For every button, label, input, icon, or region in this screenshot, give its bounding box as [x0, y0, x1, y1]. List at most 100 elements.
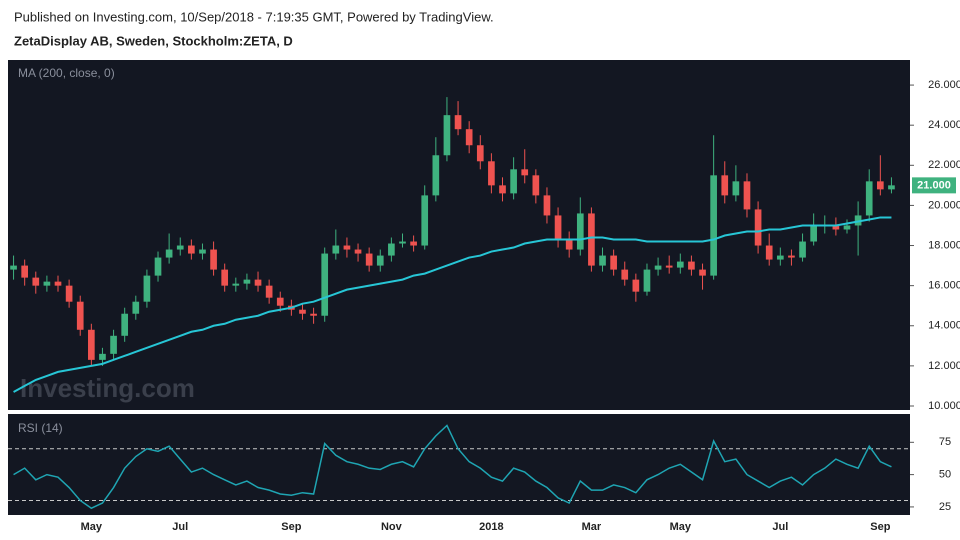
candle-body	[176, 245, 184, 250]
candle-body	[388, 243, 395, 256]
candle-body	[510, 169, 517, 194]
y-tick-label: 26.000	[928, 79, 960, 91]
candle-body	[121, 313, 129, 336]
candle-body	[310, 313, 317, 316]
last-price-label: 21.000	[917, 179, 951, 191]
y-tick-label: 18.000	[928, 239, 960, 251]
watermark: Investing.com	[20, 373, 195, 403]
candle-body	[188, 245, 195, 254]
candle-body	[243, 279, 251, 284]
candle-body	[221, 269, 229, 286]
candle-body	[110, 335, 117, 354]
candle-body	[599, 255, 606, 266]
candle-body	[588, 213, 595, 266]
candle-body	[321, 253, 329, 316]
candle-body	[754, 209, 762, 246]
candle-body	[765, 245, 773, 260]
candle-body	[621, 269, 629, 280]
x-tick-label: Nov	[381, 521, 403, 533]
candle-body	[532, 175, 540, 196]
candle-body	[21, 265, 29, 278]
candle-body	[432, 155, 440, 196]
y-tick-label: 14.000	[928, 320, 960, 332]
candle-body	[165, 249, 173, 258]
x-tick-label: May	[81, 521, 103, 533]
candle-body	[232, 283, 240, 286]
x-tick-label: Jul	[172, 521, 188, 533]
candle-body	[565, 239, 573, 250]
candle-body	[76, 301, 84, 330]
candle-body	[43, 281, 51, 286]
symbol-title: ZetaDisplay AB, Sweden, Stockholm:ZETA, …	[14, 33, 293, 48]
candle-body	[54, 281, 62, 286]
published-note: Published on Investing.com, 10/Sep/2018 …	[14, 9, 494, 24]
candle-body	[710, 175, 717, 276]
candle-body	[521, 169, 529, 176]
candle-body	[276, 297, 284, 306]
candle-body	[876, 181, 884, 190]
candle-body	[654, 265, 662, 270]
candle-body	[543, 195, 551, 216]
candle-body	[610, 255, 617, 270]
y-tick-label: 75	[939, 436, 951, 448]
candle-body	[699, 269, 706, 276]
candle-body	[332, 245, 340, 254]
y-tick-label: 50	[939, 469, 951, 481]
y-tick-label: 20.000	[928, 199, 960, 211]
candle-body	[421, 195, 429, 246]
candle-body	[499, 185, 506, 194]
candle-body	[265, 285, 273, 298]
candle-body	[154, 257, 162, 276]
candle-body	[665, 265, 673, 268]
y-tick-label: 12.000	[928, 360, 960, 372]
candle-body	[454, 115, 462, 130]
x-tick-label: Sep	[870, 521, 890, 533]
candle-body	[465, 129, 473, 146]
candle-body	[676, 261, 684, 268]
candle-body	[65, 285, 73, 302]
candle-body	[554, 215, 562, 240]
x-tick-label: Jul	[772, 521, 788, 533]
candle-body	[865, 181, 873, 216]
candle-body	[576, 213, 584, 250]
candle-body	[88, 329, 95, 360]
candle-body	[732, 181, 740, 196]
x-tick-label: Mar	[582, 521, 602, 533]
candle-body	[843, 225, 851, 230]
candle-body	[476, 145, 484, 162]
candle-body	[810, 225, 817, 242]
candle-body	[776, 255, 784, 260]
candle-body	[254, 279, 262, 286]
legend-label: MA (200, close, 0)	[18, 66, 115, 80]
y-tick-label: 10.000	[928, 400, 960, 412]
candle-body	[399, 241, 406, 244]
y-tick-label: 22.000	[928, 159, 960, 171]
legend-label: RSI (14)	[18, 421, 63, 435]
candle-body	[354, 249, 362, 254]
candle-body	[643, 269, 651, 292]
candle-body	[376, 255, 384, 266]
candle-body	[799, 241, 806, 258]
candle-body	[99, 353, 106, 360]
y-tick-label: 16.000	[928, 280, 960, 292]
x-tick-label: May	[670, 521, 692, 533]
candle-body	[743, 181, 751, 210]
rsi-panel	[8, 414, 910, 515]
candle-body	[410, 241, 417, 246]
candle-body	[688, 261, 695, 270]
candle-body	[32, 277, 40, 286]
candle-body	[199, 249, 206, 254]
rsi-line	[13, 424, 892, 510]
candle-body	[343, 245, 351, 250]
y-tick-label: 24.000	[928, 119, 960, 131]
candle-body	[143, 275, 151, 302]
candle-body	[132, 301, 140, 314]
x-tick-label: 2018	[479, 521, 503, 533]
candle-body	[210, 249, 217, 270]
candle-body	[721, 175, 729, 196]
candle-body	[10, 265, 17, 270]
candle-body	[632, 279, 640, 292]
candle-body	[788, 255, 795, 258]
x-tick-label: Sep	[281, 521, 301, 533]
